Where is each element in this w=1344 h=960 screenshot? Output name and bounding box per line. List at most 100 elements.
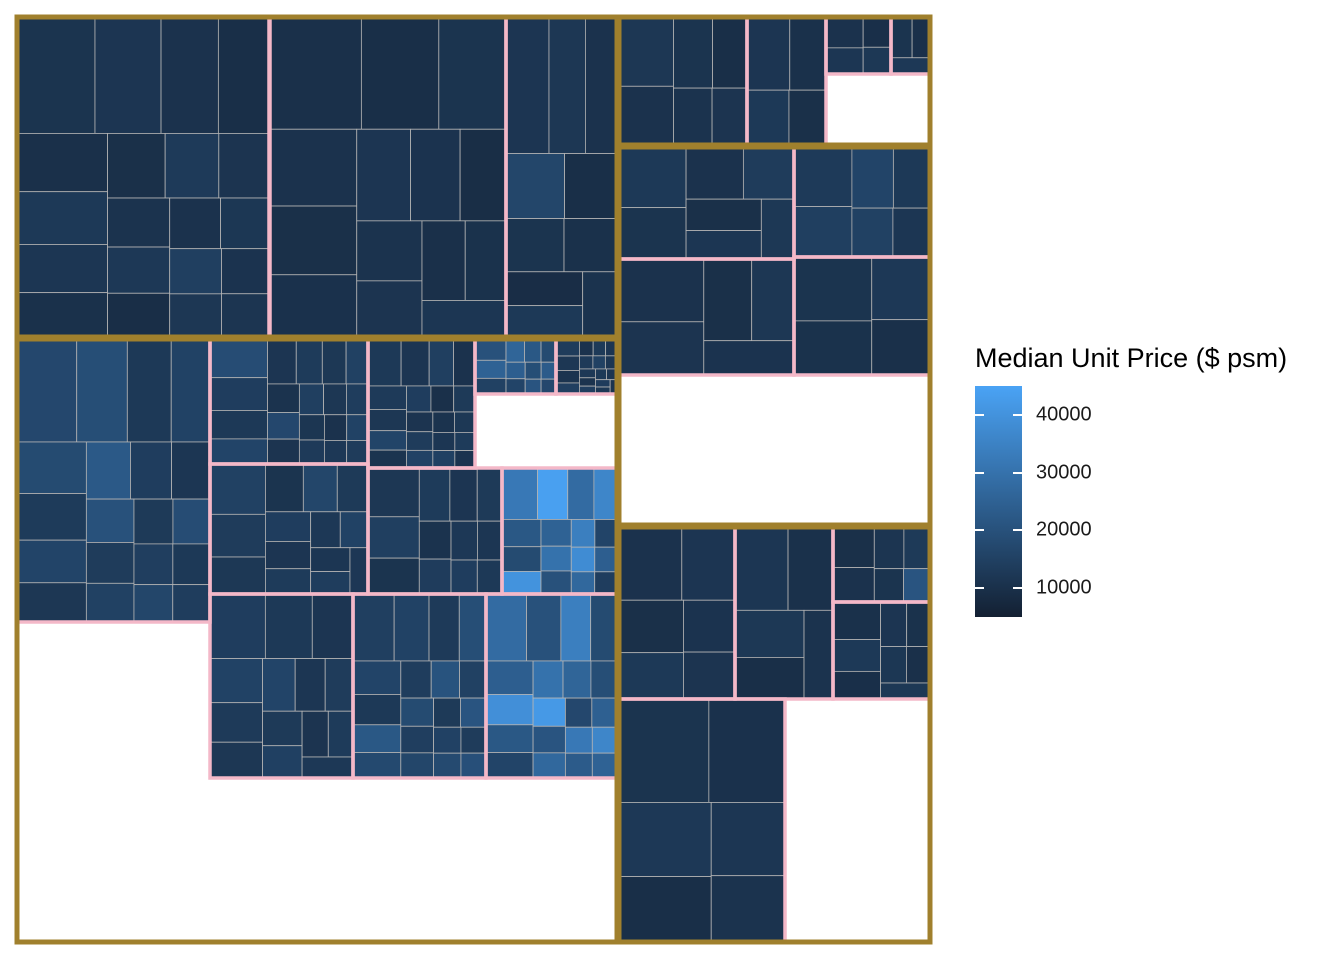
treemap-cell: [360, 16, 440, 130]
treemap-cell: [432, 411, 455, 433]
treemap-cell: [16, 493, 87, 541]
treemap-cell: [593, 467, 618, 520]
treemap-cell: [220, 197, 270, 250]
treemap-cell: [298, 383, 324, 416]
treemap-cell: [832, 670, 882, 700]
treemap-cell: [591, 726, 618, 754]
treemap-cell: [890, 16, 913, 59]
treemap-cell: [269, 205, 358, 276]
treemap-cell: [209, 438, 268, 465]
legend-tick-mark: [975, 471, 984, 474]
treemap-cell: [501, 467, 538, 520]
treemap-cell: [563, 218, 618, 273]
treemap-cell: [126, 338, 172, 443]
treemap-cell: [85, 498, 135, 543]
treemap-cell: [346, 414, 369, 441]
treemap-cell: [618, 698, 710, 803]
treemap-cell: [428, 593, 460, 662]
treemap-cell: [267, 412, 300, 440]
treemap-cell: [825, 16, 864, 49]
treemap-cell: [356, 220, 423, 282]
treemap-cell: [418, 520, 452, 560]
treemap-cell: [485, 694, 534, 726]
treemap-cell: [352, 593, 395, 662]
treemap-cell: [265, 463, 304, 513]
treemap-cell: [172, 543, 211, 586]
treemap-cell: [367, 338, 402, 387]
legend-tick-mark: [1013, 471, 1022, 474]
treemap-cell: [540, 378, 557, 395]
treemap-cell: [793, 146, 853, 207]
treemap-cell: [265, 568, 312, 595]
color-legend: Median Unit Price ($ psm) 10000 20000 3000…: [975, 342, 1335, 626]
treemap-cell: [324, 658, 354, 712]
treemap-cell: [418, 467, 451, 522]
treemap-cell: [673, 87, 713, 146]
treemap-cell: [400, 660, 432, 699]
treemap-cell: [681, 526, 736, 601]
treemap-cell: [505, 305, 584, 338]
treemap-cell: [579, 338, 594, 357]
treemap-cell: [209, 338, 268, 379]
treemap-cell: [485, 724, 534, 753]
treemap-cell: [734, 657, 805, 700]
treemap-cell: [107, 197, 171, 248]
treemap-cell: [16, 441, 87, 494]
treemap-cell: [591, 752, 618, 779]
legend-tick-label: 20000: [1036, 518, 1092, 541]
treemap-cell: [862, 46, 892, 75]
treemap-cell: [367, 409, 407, 432]
treemap-cell: [746, 16, 791, 91]
treemap-cell: [505, 378, 526, 395]
treemap-cell: [262, 745, 303, 779]
treemap-cell: [540, 570, 572, 595]
treemap-cell: [906, 646, 931, 684]
treemap-cell: [890, 57, 931, 75]
treemap-cell: [477, 520, 503, 561]
treemap-cell: [564, 697, 593, 728]
treemap-cell: [323, 414, 348, 441]
treemap-cell: [356, 128, 411, 222]
treemap-cell: [267, 438, 300, 465]
treemap-cell: [367, 385, 407, 410]
treemap-cell: [582, 271, 618, 338]
treemap-cell: [459, 128, 507, 222]
treemap-cell: [298, 414, 325, 441]
treemap-cell: [221, 293, 270, 338]
treemap-cell: [172, 498, 211, 545]
treemap-cell: [618, 16, 674, 87]
treemap-cell: [712, 16, 748, 89]
treemap-cell: [171, 441, 211, 500]
treemap-cell: [584, 16, 618, 154]
treemap-cell: [267, 338, 297, 385]
treemap-cell: [873, 568, 904, 603]
treemap-cell: [564, 752, 593, 779]
treemap-cell: [164, 133, 220, 199]
treemap-cell: [367, 467, 420, 518]
treemap-cell: [428, 338, 454, 387]
treemap-cell: [474, 377, 507, 395]
treemap-cell: [356, 280, 423, 338]
treemap-cell: [880, 601, 908, 647]
treemap-cell: [169, 197, 221, 250]
treemap-cell: [590, 593, 618, 662]
treemap-cell: [209, 410, 268, 440]
treemap-cell: [618, 146, 687, 209]
treemap-cell: [352, 660, 402, 695]
treemap-cell: [710, 802, 786, 877]
treemap-cell: [570, 546, 596, 573]
treemap-cell: [711, 87, 748, 146]
treemap-cell: [751, 258, 795, 342]
treemap-cell: [564, 153, 618, 219]
treemap-cell: [476, 467, 503, 522]
treemap-cell: [579, 377, 596, 387]
treemap-cell: [269, 274, 358, 338]
treemap-cell: [218, 133, 270, 199]
treemap-cell: [618, 207, 687, 260]
treemap-cell: [454, 431, 476, 451]
legend-tick-mark: [1013, 587, 1022, 590]
legend-body: 10000 20000 30000 40000: [975, 386, 1335, 626]
treemap-cell: [133, 543, 174, 586]
treemap-cell: [595, 368, 607, 381]
